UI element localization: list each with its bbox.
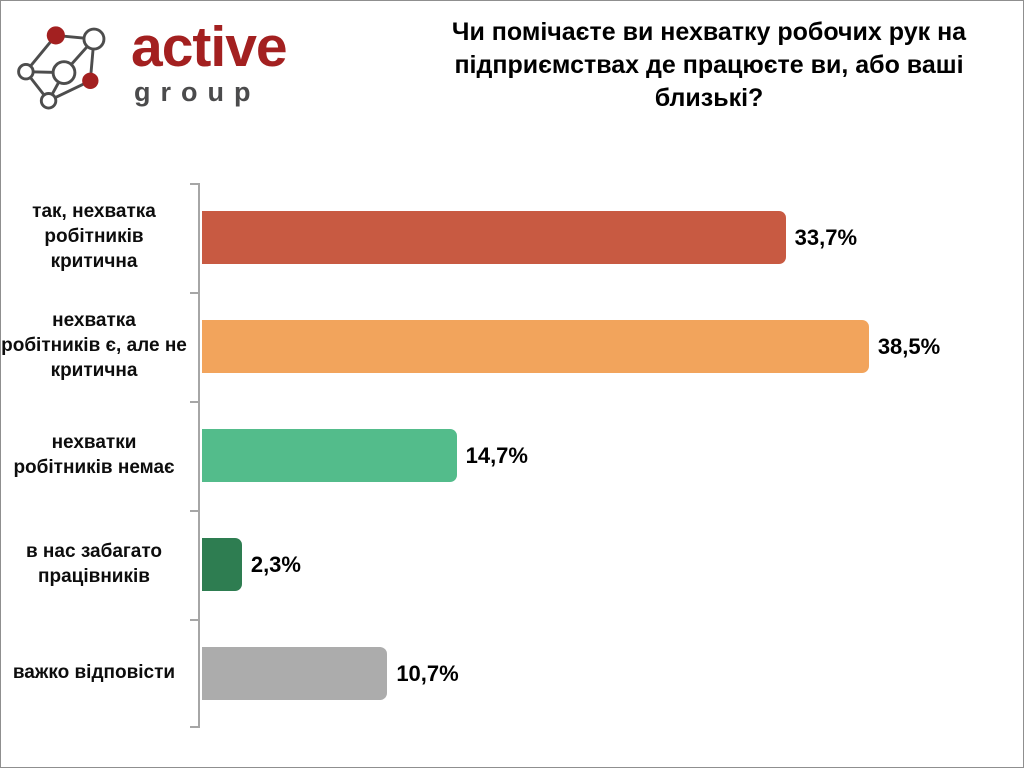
category-label: нехватки робітників немає [13,431,175,478]
value-label: 33,7% [794,224,858,250]
value-label: 2,3% [250,551,301,577]
logo: active group [5,5,288,123]
chart-row: так, нехватка робітників критична 33,7% [1,183,1023,292]
logo-wordmark-secondary: group [134,77,261,107]
bar-area: 33,7% [202,211,1023,264]
category-axis-line [198,183,200,728]
category-label: в нас забагато працівників [25,540,163,587]
bar-1 [202,211,786,264]
axis-tick [190,183,198,185]
bar-3 [202,429,457,482]
chart-row: нехватка робітників є, але не критична 3… [1,292,1023,401]
bar-4 [202,538,242,591]
logo-text: active group [131,5,288,108]
axis-tick [190,619,198,621]
axis-tick [190,510,198,512]
bar-area: 2,3% [202,538,1023,591]
chart-row: важко відповісти 10,7% [1,619,1023,728]
bar-5 [202,647,388,700]
value-label: 14,7% [465,442,528,468]
value-label: 38,5% [877,333,941,359]
axis-tick [190,292,198,294]
logo-wordmark-primary: active [131,15,288,79]
chart-title: Чи помічаєте ви нехватку робочих рук на … [451,18,967,112]
bar-area: 14,7% [202,429,1023,482]
bar-area: 38,5% [202,320,1023,373]
category-label: нехватка робітників є, але не критична [1,310,187,381]
bar-area: 10,7% [202,647,1023,700]
chart-rows: так, нехватка робітників критична 33,7% … [1,183,1023,728]
chart-row: в нас забагато працівників 2,3% [1,510,1023,619]
category-label: так, нехватка робітників критична [32,201,156,272]
category-label: важко відповісти [12,662,176,684]
axis-tick [190,726,198,728]
network-graph-icon [17,26,106,110]
chart-row: нехватки робітників немає 14,7% [1,401,1023,510]
value-label: 10,7% [396,660,459,686]
bar-2 [202,320,869,373]
bar-chart: так, нехватка робітників критична 33,7% … [1,183,1023,728]
axis-tick [190,401,198,403]
